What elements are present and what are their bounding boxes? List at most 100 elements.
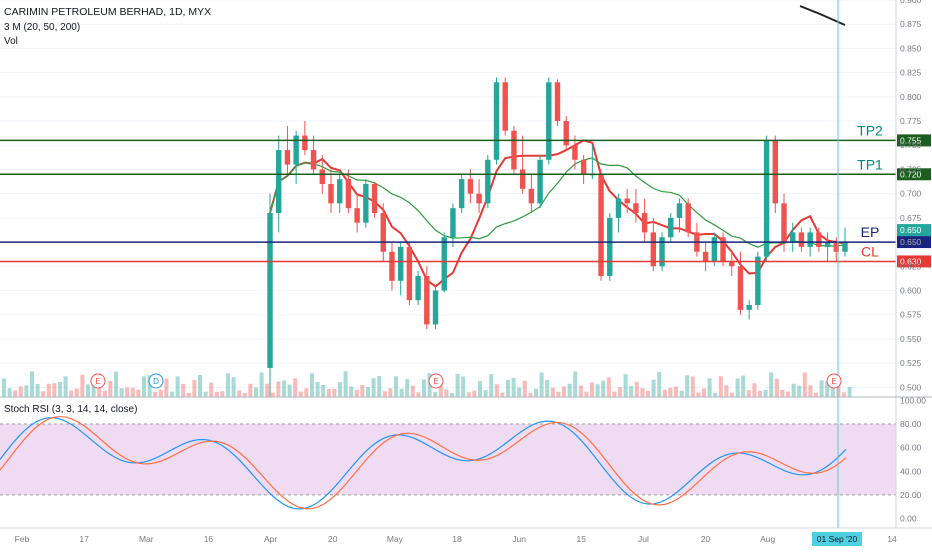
- volume-bar: [52, 383, 57, 397]
- volume-bar: [192, 379, 197, 397]
- volume-bar: [651, 379, 656, 397]
- volume-bar: [511, 377, 516, 397]
- volume-bar: [718, 376, 723, 397]
- candle-body: [607, 217, 613, 276]
- volume-bars: [2, 371, 852, 397]
- volume-bar: [18, 386, 23, 397]
- level-tag-text-ep: 0.650: [900, 237, 922, 247]
- chart-title: CARIMIN PETROLEUM BERHAD, 1D, MYX: [4, 6, 212, 18]
- price-tick-label: 0.500: [900, 382, 922, 392]
- candle-body: [415, 275, 421, 301]
- volume-bar: [46, 383, 51, 397]
- volume-bar: [7, 388, 12, 397]
- volume-bar: [612, 391, 617, 397]
- volume-bar: [422, 379, 426, 397]
- volume-bar: [41, 391, 46, 397]
- volume-bar: [819, 380, 824, 397]
- event-marker: [428, 373, 444, 389]
- time-tick-label: Aug: [760, 534, 775, 544]
- volume-bar: [91, 382, 96, 397]
- rsi-tick-label: 60.00: [900, 443, 922, 453]
- volume-bar: [522, 380, 527, 397]
- candles: [267, 77, 848, 397]
- volume-bar: [786, 391, 790, 397]
- volume-bar: [321, 384, 326, 397]
- volume-bar: [80, 374, 85, 397]
- volume-bar: [136, 389, 141, 397]
- volume-bar: [427, 373, 432, 397]
- volume-bar: [797, 385, 802, 397]
- price-levels: TP2 0.755 TP1 0.720 EP 0.650 CL 0.630 0.650: [0, 0, 931, 528]
- event-marker: [90, 373, 106, 389]
- volume-bar: [74, 388, 79, 397]
- event-marker: [148, 373, 164, 389]
- candle-body: [519, 169, 526, 189]
- candle-body: [354, 208, 360, 223]
- volume-legend: Vol: [4, 36, 18, 47]
- volume-bar: [483, 390, 488, 397]
- volume-bar: [791, 383, 796, 397]
- candle-body: [554, 82, 561, 122]
- volume-bar: [181, 383, 186, 397]
- volume-bar: [24, 385, 29, 397]
- level-tag-text-tp1: 0.720: [900, 169, 922, 179]
- candle-body: [319, 169, 325, 184]
- candle-body: [798, 232, 805, 247]
- candle-body: [432, 290, 439, 325]
- candle-body: [345, 179, 352, 209]
- volume-bar: [332, 388, 337, 397]
- time-tick-label: Jun: [512, 534, 526, 544]
- stoch-rsi-legend: Stoch RSI (3, 3, 14, 14, close): [4, 404, 138, 415]
- candle-body: [720, 237, 726, 262]
- volume-bar: [472, 390, 477, 397]
- candle-body: [624, 198, 630, 204]
- volume-bar: [808, 385, 813, 397]
- volume-bar: [119, 388, 124, 397]
- rsi-tick-label: 80.00: [900, 419, 922, 429]
- price-tick-label: 0.875: [900, 19, 922, 29]
- time-tick-label: Feb: [15, 534, 30, 544]
- volume-bar: [741, 375, 746, 397]
- volume-bar: [349, 386, 354, 397]
- volume-bar: [830, 383, 835, 397]
- ma-legend: 3 M (20, 50, 200): [4, 22, 81, 33]
- volume-bar: [170, 391, 174, 397]
- volume-bar: [175, 376, 180, 397]
- volume-bar: [248, 383, 253, 397]
- volume-bar: [746, 390, 751, 397]
- volume-bar: [58, 381, 62, 397]
- volume-bar: [2, 378, 6, 397]
- volume-bar: [702, 388, 706, 397]
- candle-body: [572, 145, 578, 160]
- candle-body: [833, 242, 839, 252]
- candle-body: [702, 251, 709, 262]
- volume-bar: [562, 386, 566, 397]
- price-tick-label: 0.650: [900, 237, 922, 247]
- volume-bar: [763, 389, 768, 397]
- volume-bar: [780, 389, 785, 397]
- volume-bar: [35, 384, 40, 397]
- volume-bar: [63, 376, 68, 397]
- volume-bar: [377, 375, 382, 397]
- volume-bar: [231, 377, 236, 397]
- time-tick-label: 20: [701, 534, 711, 544]
- volume-bar: [696, 392, 701, 397]
- volume-bar: [209, 382, 214, 397]
- volume-bar: [573, 371, 578, 397]
- volume-bar: [455, 373, 460, 397]
- volume-bar: [640, 387, 645, 397]
- volume-bar: [360, 385, 365, 397]
- candle-body: [668, 217, 674, 238]
- time-tick-label: May: [387, 534, 404, 544]
- candle-body: [563, 121, 569, 146]
- price-tick-label: 0.750: [900, 140, 922, 150]
- price-tick-label: 0.775: [900, 116, 922, 126]
- volume-bar: [287, 384, 292, 397]
- volume-bar: [158, 389, 163, 397]
- volume-bar: [528, 392, 533, 397]
- volume-bar: [97, 386, 102, 397]
- candle-body: [711, 237, 718, 262]
- price-tick-label: 0.525: [900, 358, 922, 368]
